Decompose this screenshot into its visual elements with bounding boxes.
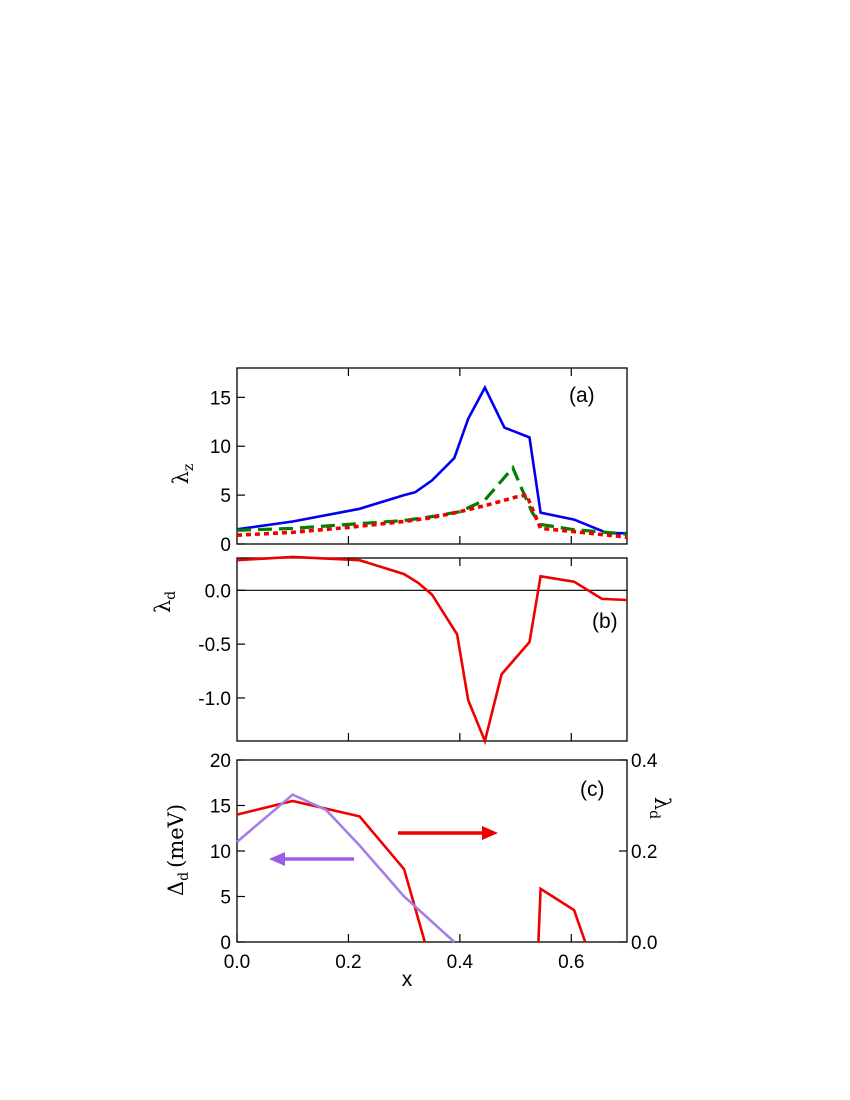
panel-a-label: (a) [569,384,595,407]
panel-a-ylabel: λz [169,464,197,485]
panel-a-series-2-line [236,464,628,536]
panel-c-right-ytick-label: 0.4 [631,751,658,772]
panel-c-right-ylabel: λd [646,797,674,819]
panel-b-ylabel-subscript: d [163,591,179,600]
panel-c-series-1-segment-2 [537,886,587,943]
panel-c-ticks: 0 5 10 15 20 0.0 0.2 0.4 0.0 0.2 0.4 0.6 [210,751,658,973]
panel-c-xlabel: x [402,968,413,991]
panel-c-right-ytick-label: 0.0 [631,933,657,954]
panel-a-ylabel-symbol: λ [169,471,193,484]
panel-c-ytick-label: 5 [220,888,231,909]
panel-b-ylabel-symbol: λ [151,600,175,613]
panel-c-right-ylabel-subscript: d [646,810,662,819]
panel-b-series-1-line [236,555,628,746]
panel-c-ytick-label: 10 [210,842,231,863]
panel-a-ytick-label: 5 [220,486,231,507]
panel-b-series [236,555,628,746]
panel-a-series-3-line [236,493,628,539]
panel-b-label: (b) [592,610,618,633]
panel-c-xtick-label: 0.6 [558,952,584,973]
panel-a-series-1-line [236,384,627,535]
panel-c-right-ylabel-symbol: λ [650,797,674,810]
panel-b-ytick-label: 0.0 [205,581,231,602]
panel-a-ytick-label: 15 [210,388,231,409]
panel-c-ylabel: Δd (meV) [164,804,192,896]
panel-c-ylabel-symbol: Δ [164,881,188,896]
panel-c-series-2-segment-1 [236,793,456,943]
panel-c-frame [236,759,628,943]
panel-c-ytick-label: 15 [210,797,231,818]
panel-c-ylabel-unit: (meV) [164,804,188,868]
panel-c-ytick-label: 0 [220,933,231,954]
panel-a-series [236,384,628,539]
panel-c-arrow-right-icon [398,826,498,840]
panel-c-series [236,793,587,943]
panel-a-frame [236,367,628,545]
panel-a-ticks: 0 5 10 15 [210,368,572,556]
panel-a: 0 5 10 15 (a) λz [169,367,628,556]
panel-c-label: (c) [580,778,605,801]
panel-b-ytick-label: -1.0 [198,689,231,710]
panel-c-ytick-label: 20 [210,751,231,772]
panel-a-ytick-label: 10 [210,437,231,458]
panel-b-ticks: 0.0 -0.5 -1.0 [198,558,572,741]
panel-c-arrows [269,826,498,866]
panel-b-frame [236,557,628,742]
panel-c-right-ytick-label: 0.2 [631,842,657,863]
panel-c-series-1-segment-1 [236,799,427,943]
panel-c: 0 5 10 15 20 0.0 0.2 0.4 0.0 0.2 0.4 0.6 (c) x Δd (m… [164,751,674,991]
panel-c-xtick-label: 0.4 [447,952,474,973]
panel-b-ylabel: λd [151,591,179,613]
panel-b: 0.0 -0.5 -1.0 (b) λd [151,555,628,746]
panel-c-xtick-label: 0.0 [224,952,250,973]
panel-a-ytick-label: 0 [220,535,231,556]
panel-a-ylabel-subscript: z [181,464,197,471]
panel-c-arrow-left-icon [269,852,354,866]
panel-c-xtick-label: 0.2 [335,952,361,973]
panel-c-ylabel-subscript: d [176,872,192,881]
panel-b-ytick-label: -0.5 [198,635,231,656]
